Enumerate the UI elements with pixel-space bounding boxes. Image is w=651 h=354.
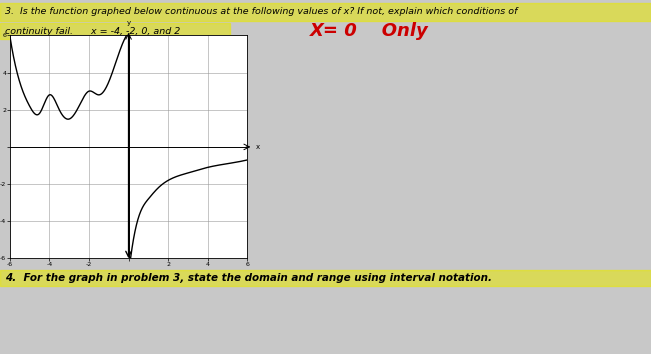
Text: x: x — [255, 144, 260, 150]
Bar — [0, 3, 651, 21]
Bar — [0, 23, 230, 39]
Bar — [0, 270, 651, 286]
Text: X= 0    Only: X= 0 Only — [310, 22, 429, 40]
Text: continuity fail.      x = -4, -2, 0, and 2: continuity fail. x = -4, -2, 0, and 2 — [5, 27, 180, 35]
Text: 3.  Is the function graphed below continuous at the following values of x? If no: 3. Is the function graphed below continu… — [5, 7, 518, 17]
Text: y: y — [126, 20, 131, 26]
Text: 4.  For the graph in problem 3, state the domain and range using interval notati: 4. For the graph in problem 3, state the… — [5, 273, 492, 283]
